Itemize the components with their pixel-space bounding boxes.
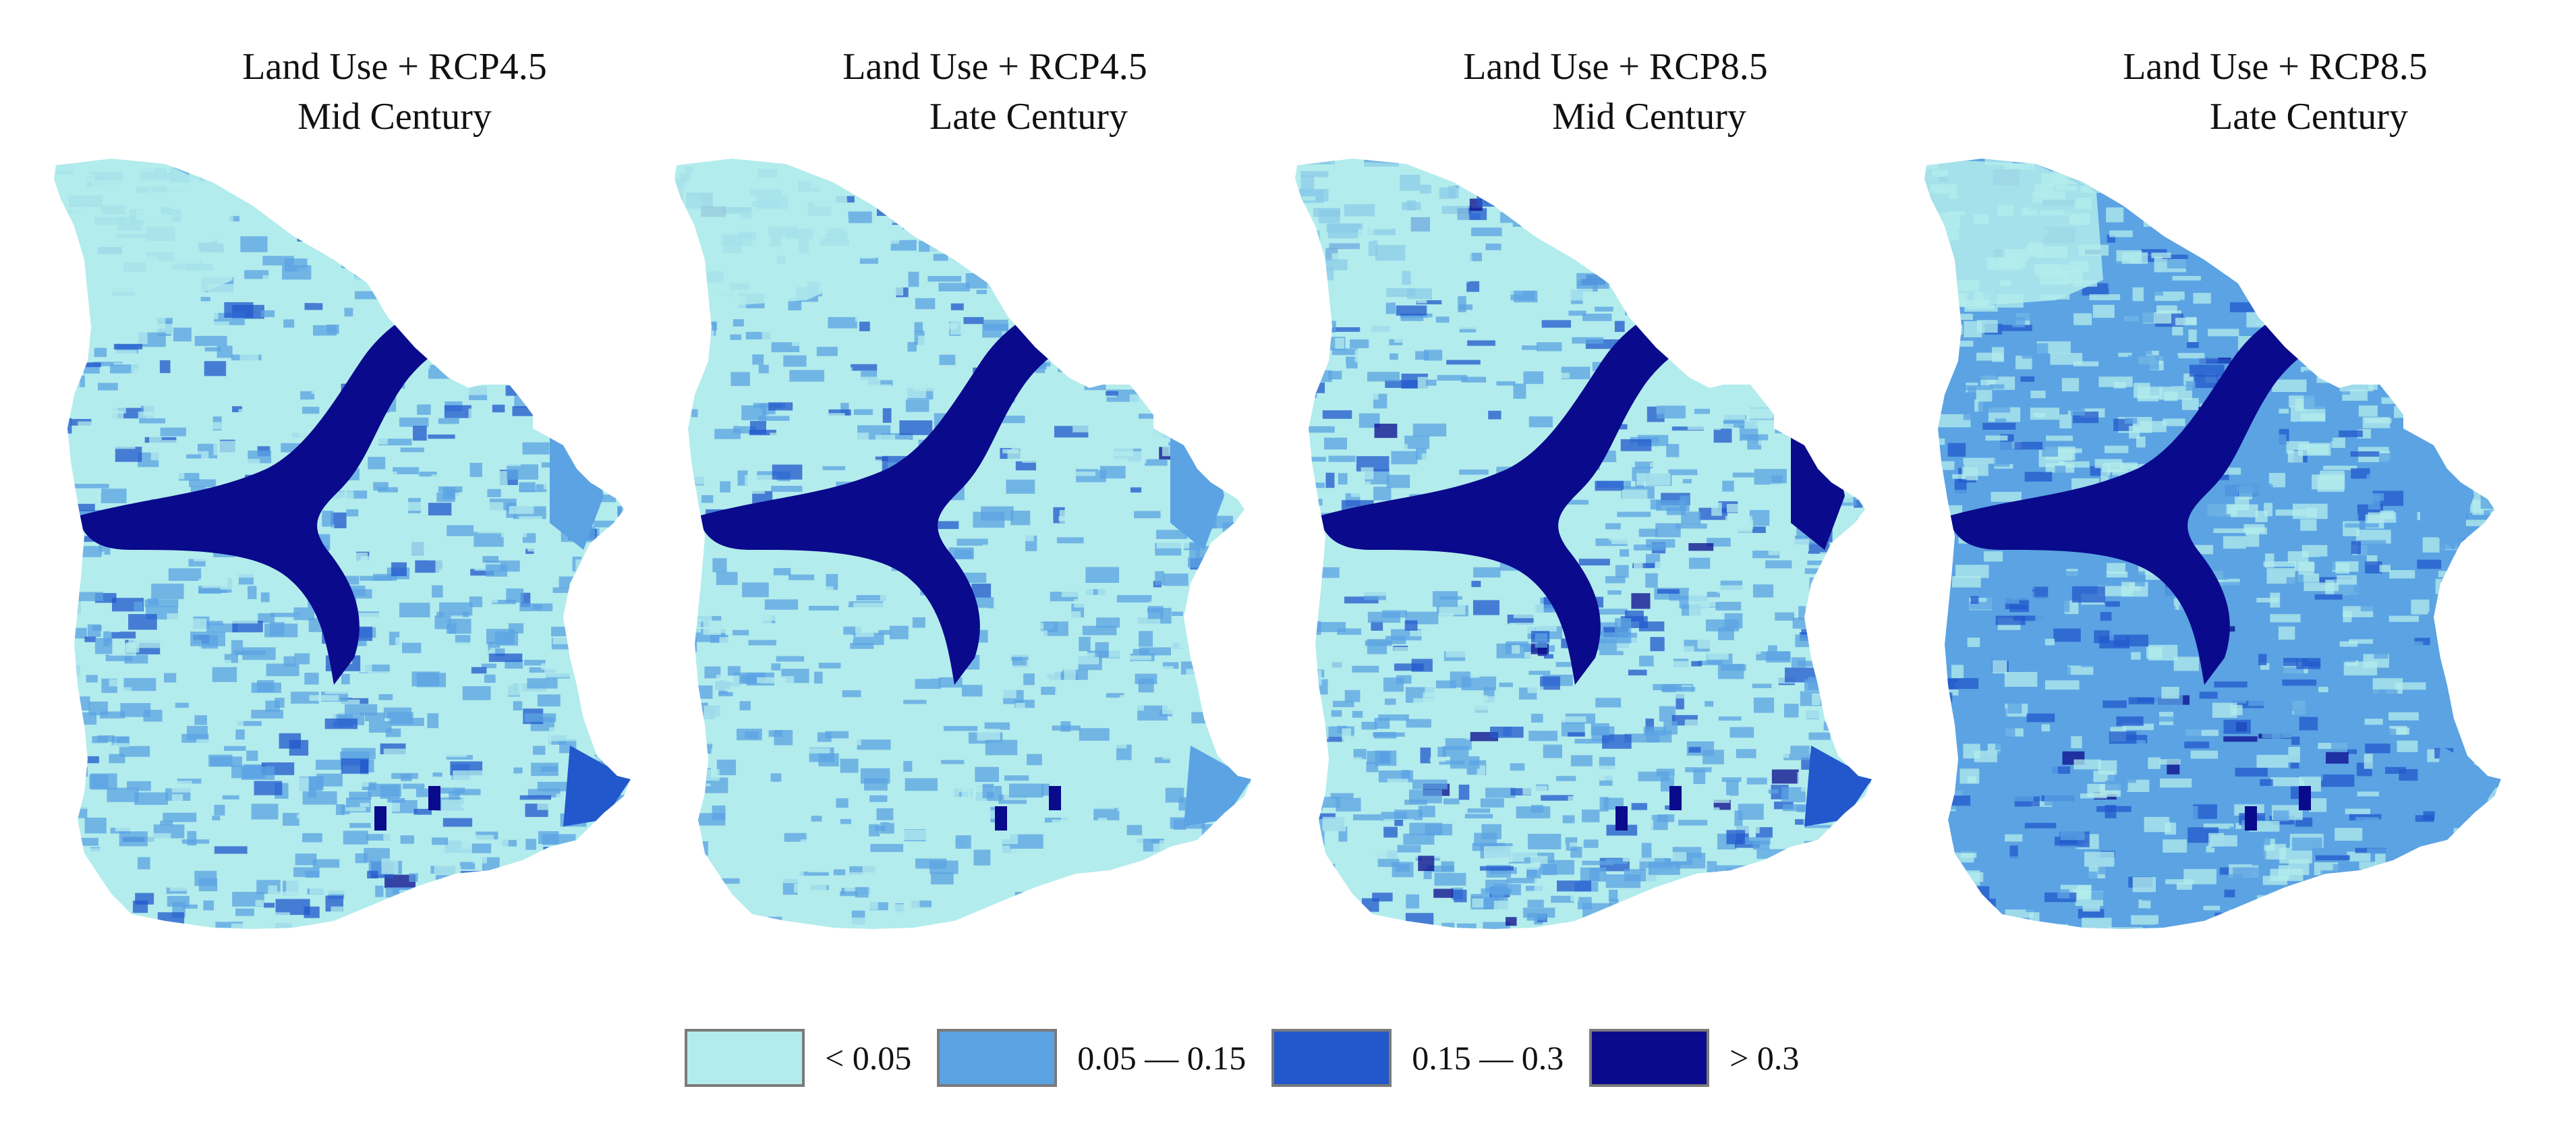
legend-item-2: 0.05 — 0.15 [937,1029,1246,1087]
legend-swatch [937,1029,1058,1087]
legend-item-3: 0.15 — 0.3 [1271,1029,1564,1087]
panel-title-line1: Land Use + RCP8.5 [1463,46,1768,88]
legend-label: 0.15 — 0.3 [1412,1039,1564,1077]
panel-title-4: Land Use + RCP8.5 Late Century [2019,42,2531,142]
legend-item-4: > 0.3 [1589,1029,1799,1087]
panel-title-2: Land Use + RCP4.5 Late Century [739,42,1251,142]
legend-swatch [685,1029,805,1087]
legend: < 0.05 0.05 — 0.15 0.15 — 0.3 > 0.3 [685,1027,1825,1089]
legend-swatch [1271,1029,1392,1087]
map-panel-4 [1924,159,2501,929]
legend-item-1: < 0.05 [685,1029,911,1087]
legend-label: 0.05 — 0.15 [1077,1039,1247,1077]
legend-label: < 0.05 [825,1039,912,1077]
panel-title-line1: Land Use + RCP4.5 [242,46,547,88]
panel-title-line1: Land Use + RCP4.5 [842,46,1147,88]
panel-title-line1: Land Use + RCP8.5 [2123,46,2428,88]
panel-title-line2: Late Century [929,96,1128,138]
panel-title-1: Land Use + RCP4.5 Mid Century [138,42,651,142]
panel-title-3: Land Use + RCP8.5 Mid Century [1359,42,1872,142]
map-panel-2 [675,159,1251,929]
panel-title-line2: Mid Century [297,96,492,138]
legend-label: > 0.3 [1729,1039,1800,1077]
legend-swatch [1589,1029,1710,1087]
map-panel-3 [1295,159,1872,929]
panel-title-line2: Mid Century [1552,96,1746,138]
map-panel-1 [54,159,631,929]
panel-title-line2: Late Century [2210,96,2408,138]
